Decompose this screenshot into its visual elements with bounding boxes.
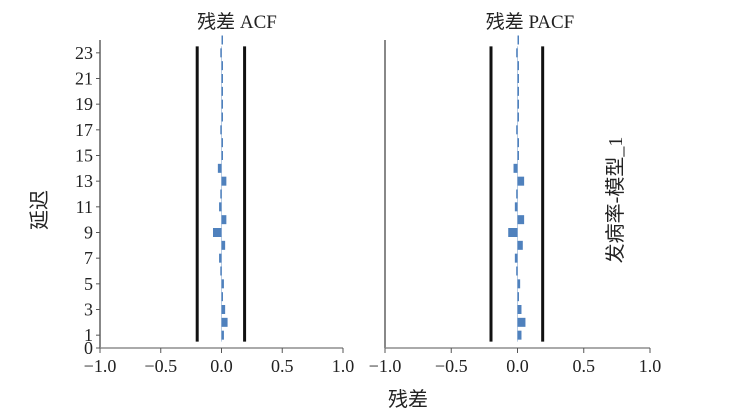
x-tick-label: −1.0 <box>369 356 402 376</box>
y-tick-label: 9 <box>84 223 93 243</box>
y-tick-label: 5 <box>84 274 93 294</box>
x-axis-title: 残差 <box>388 388 428 411</box>
bar <box>221 215 227 225</box>
y-tick-label: 11 <box>76 197 93 217</box>
bar <box>513 163 518 173</box>
bar <box>219 202 222 212</box>
bar <box>517 74 519 83</box>
y-tick-label: 3 <box>84 300 93 320</box>
x-tick-label: 0.0 <box>210 356 233 376</box>
bar <box>517 279 521 289</box>
bar <box>217 163 222 173</box>
bar <box>514 202 518 212</box>
y-tick-label: 1 <box>84 325 93 345</box>
x-tick-label: 0.5 <box>271 356 294 376</box>
y-axis-title: 延迟 <box>28 190 51 230</box>
y-tick-label: 17 <box>75 120 93 140</box>
bar <box>221 138 223 148</box>
bar <box>221 292 223 302</box>
x-tick-label: 1.0 <box>639 356 662 376</box>
chart-panel-1: 残差 ACF−1.0 −0.5 0.0 0.5 1.001357911131517192… <box>75 11 354 376</box>
side-label: 发病率-模型_1 <box>604 137 627 264</box>
bar <box>221 35 223 45</box>
y-tick-label: 13 <box>75 171 93 191</box>
y-tick-label: 21 <box>75 69 93 89</box>
x-tick-label: 0.0 <box>506 356 529 376</box>
bar <box>220 125 222 135</box>
x-tick-label: −1.0 <box>84 356 117 376</box>
y-tick-label: 0 <box>84 338 93 358</box>
bar <box>219 253 222 263</box>
bar <box>517 61 519 71</box>
bar <box>517 305 522 314</box>
bar <box>221 99 223 109</box>
bar <box>221 279 224 289</box>
bar <box>517 151 519 160</box>
bar <box>516 266 518 276</box>
bar <box>221 74 223 83</box>
bar <box>516 189 518 199</box>
bar <box>221 86 223 96</box>
chart-title: 残差 PACF <box>486 11 575 33</box>
bar <box>221 240 226 250</box>
bar <box>221 317 228 327</box>
bar <box>221 61 223 71</box>
bar <box>220 266 222 276</box>
x-tick-label: 0.5 <box>573 356 596 376</box>
y-tick-label: 23 <box>75 43 93 63</box>
bar <box>221 151 223 160</box>
bar <box>508 228 518 237</box>
bar <box>517 99 519 109</box>
bar <box>517 215 525 225</box>
bar <box>221 305 226 314</box>
bar <box>221 112 223 122</box>
bar <box>517 86 519 96</box>
bar <box>517 240 523 250</box>
bar <box>517 330 522 340</box>
x-tick-label: 1.0 <box>332 356 355 376</box>
bar <box>517 292 519 302</box>
chart-title: 残差 ACF <box>197 11 277 33</box>
y-tick-label: 19 <box>75 94 93 114</box>
bar <box>516 125 518 135</box>
bar <box>517 112 519 122</box>
bar <box>517 317 526 327</box>
bar <box>514 253 518 263</box>
y-tick-label: 7 <box>84 248 93 268</box>
bar <box>221 330 224 340</box>
bar <box>517 35 519 45</box>
bar <box>517 176 525 186</box>
bar <box>220 48 222 58</box>
bar <box>220 189 222 199</box>
bar <box>221 176 227 186</box>
bar <box>516 48 518 58</box>
chart-panel-2: 残差 PACF −1.0 −0.5 0.0 0.5 1.0 <box>369 11 662 376</box>
bar <box>517 138 519 148</box>
x-tick-label: −0.5 <box>435 356 468 376</box>
bar <box>212 228 222 237</box>
y-tick-label: 15 <box>75 146 93 166</box>
x-tick-label: −0.5 <box>144 356 177 376</box>
